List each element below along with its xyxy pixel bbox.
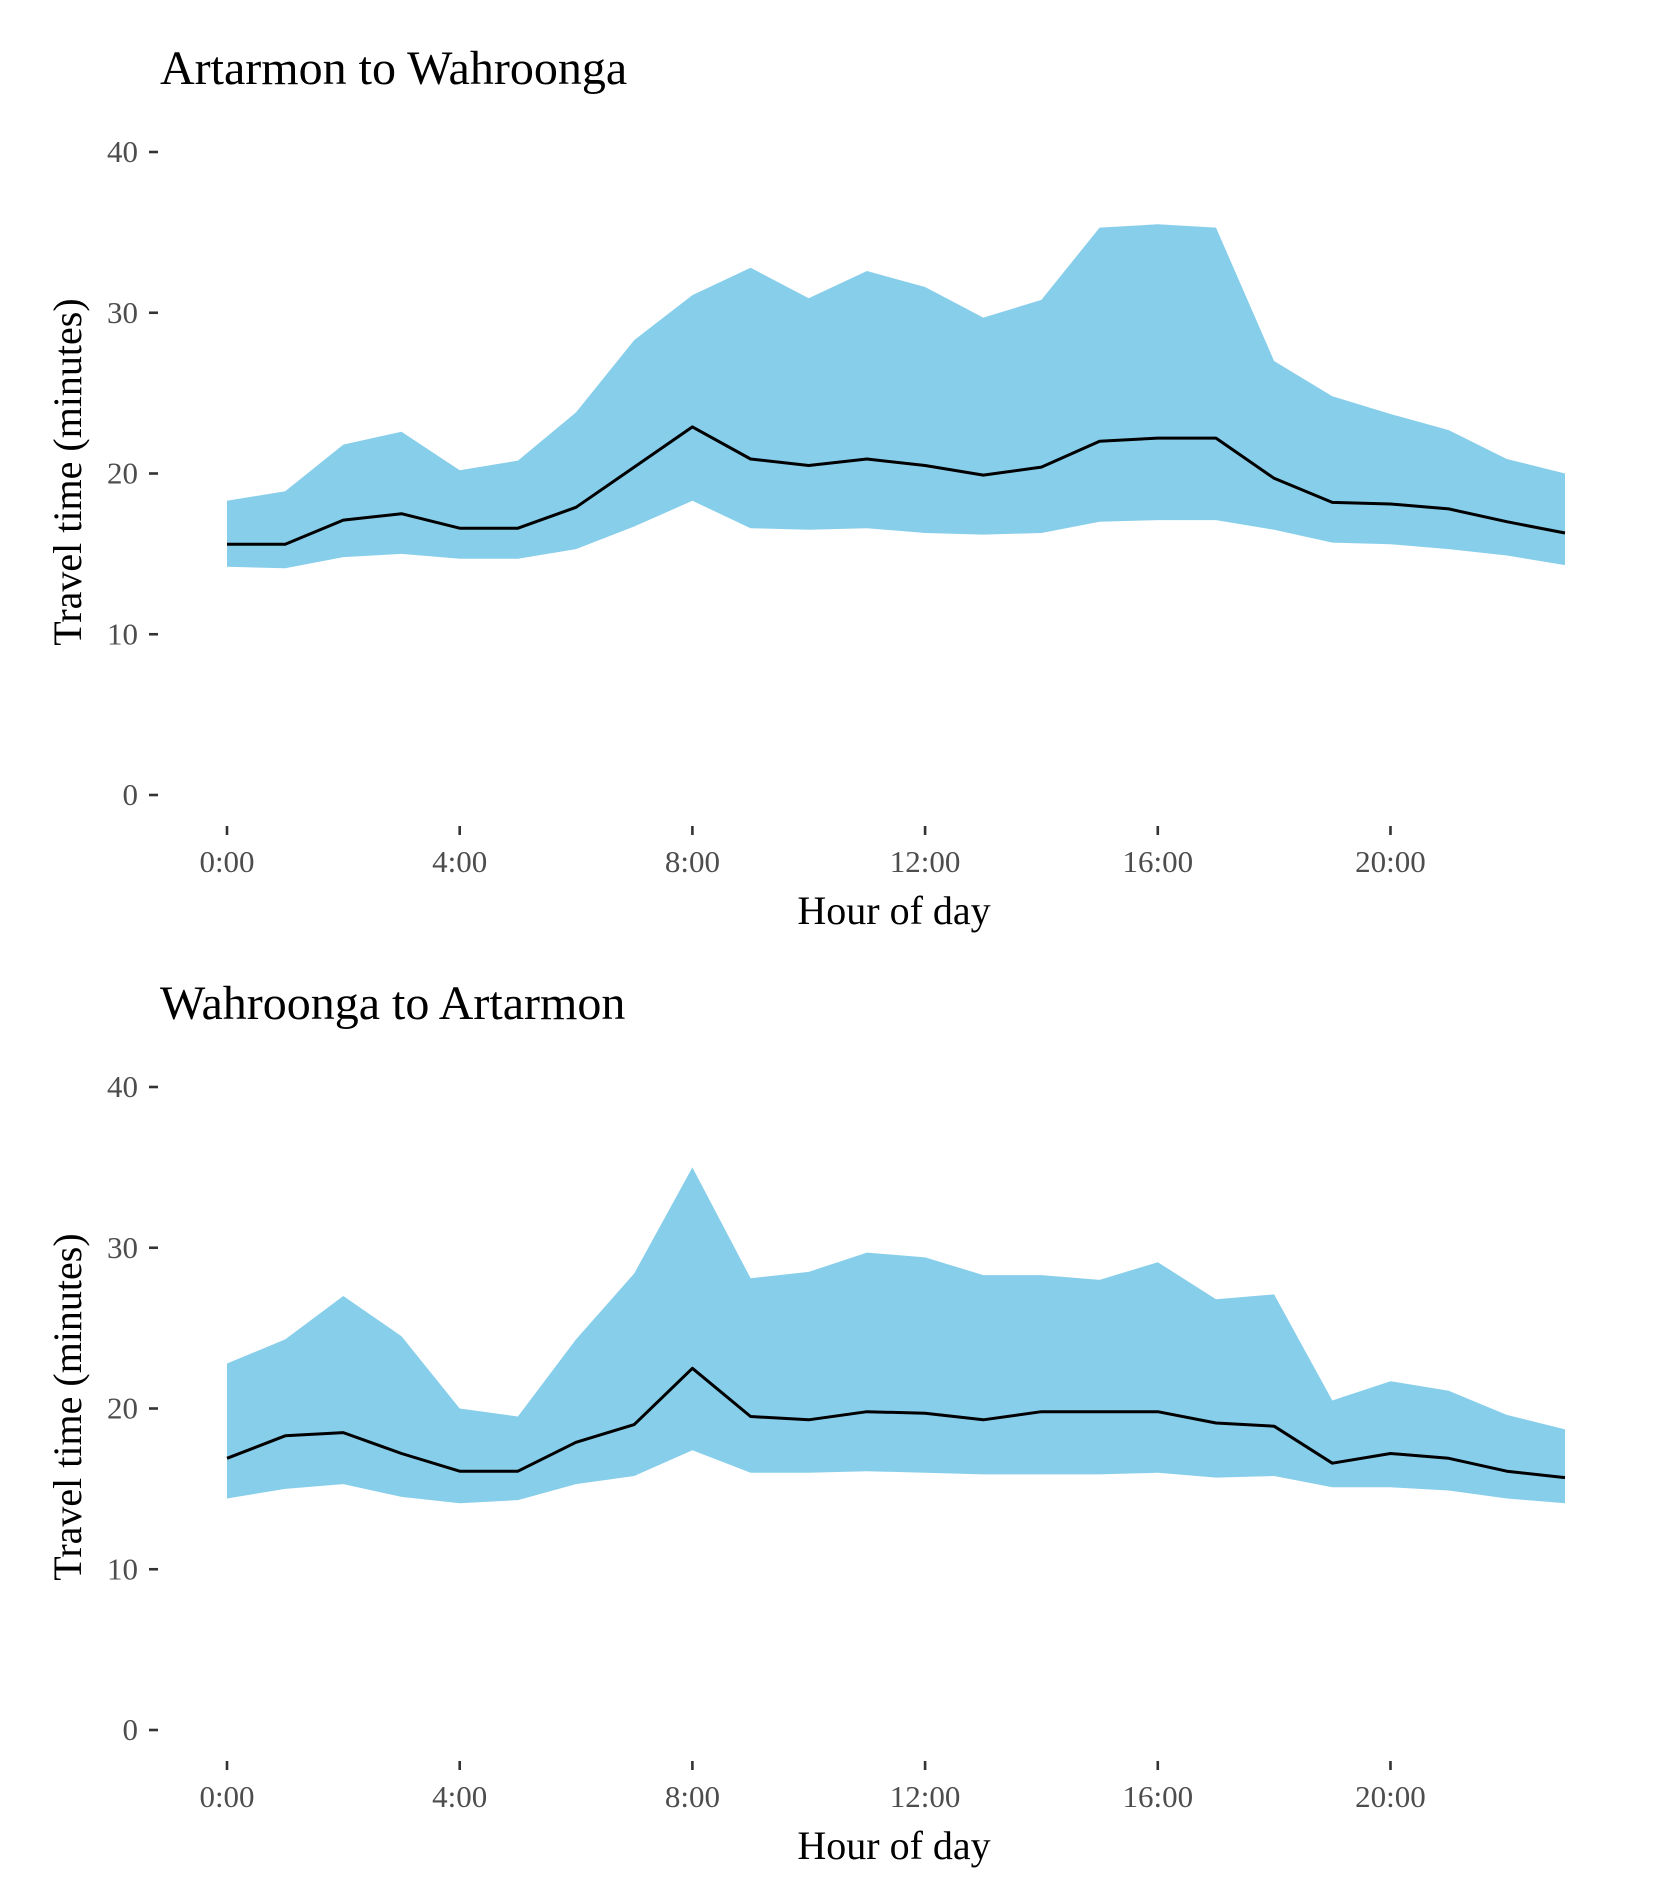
y-tick-label: 0 — [123, 777, 139, 812]
y-tick-label: 20 — [107, 1391, 138, 1426]
y-tick-label: 10 — [107, 616, 138, 651]
x-tick-label: 20:00 — [1355, 844, 1426, 879]
x-tick-label: 4:00 — [432, 1779, 487, 1814]
chart-title: Wahroonga to Artarmon — [160, 977, 625, 1030]
chart-title: Artarmon to Wahroonga — [160, 42, 627, 95]
y-tick-label: 40 — [107, 134, 138, 169]
plot-area: 0 10 20 30 40 0:00 4:00 8:00 12:00 16:00 20:00 — [107, 1069, 1566, 1814]
y-tick-label: 20 — [107, 456, 138, 491]
chart-panel-artarmon-to-wahroonga: Artarmon to Wahroonga 0 10 20 30 40 0:00 4:00 8… — [45, 42, 1566, 933]
x-tick-label: 12:00 — [890, 1779, 961, 1814]
x-tick-label: 4:00 — [432, 844, 487, 879]
median-line — [227, 425, 1566, 546]
x-tick-label: 8:00 — [665, 1779, 720, 1814]
x-tick-label: 8:00 — [665, 844, 720, 879]
ribbon-band — [227, 224, 1565, 569]
y-axis-title: Travel time (minutes) — [45, 1233, 90, 1580]
x-tick-label: 0:00 — [199, 1779, 254, 1814]
x-tick-label: 16:00 — [1122, 1779, 1193, 1814]
chart-panel-wahroonga-to-artarmon: Wahroonga to Artarmon 0 10 20 30 40 0:00 4:00 8… — [45, 977, 1566, 1868]
y-tick-label: 40 — [107, 1069, 138, 1104]
x-axis-title: Hour of day — [797, 888, 990, 933]
median-line — [226, 1366, 1566, 1480]
ribbon-band — [227, 1167, 1565, 1504]
plot-area: 0 10 20 30 40 0:00 4:00 8:00 12:00 16:00 20:00 — [107, 134, 1566, 879]
y-tick-label: 30 — [107, 1230, 138, 1265]
x-axis-title: Hour of day — [797, 1823, 990, 1868]
x-tick-label: 16:00 — [1122, 844, 1193, 879]
x-tick-label: 20:00 — [1355, 1779, 1426, 1814]
y-axis-title: Travel time (minutes) — [45, 298, 90, 645]
y-tick-label: 0 — [123, 1712, 139, 1747]
x-tick-label: 12:00 — [890, 844, 961, 879]
x-tick-label: 0:00 — [199, 844, 254, 879]
y-tick-label: 10 — [107, 1551, 138, 1586]
y-tick-label: 30 — [107, 295, 138, 330]
